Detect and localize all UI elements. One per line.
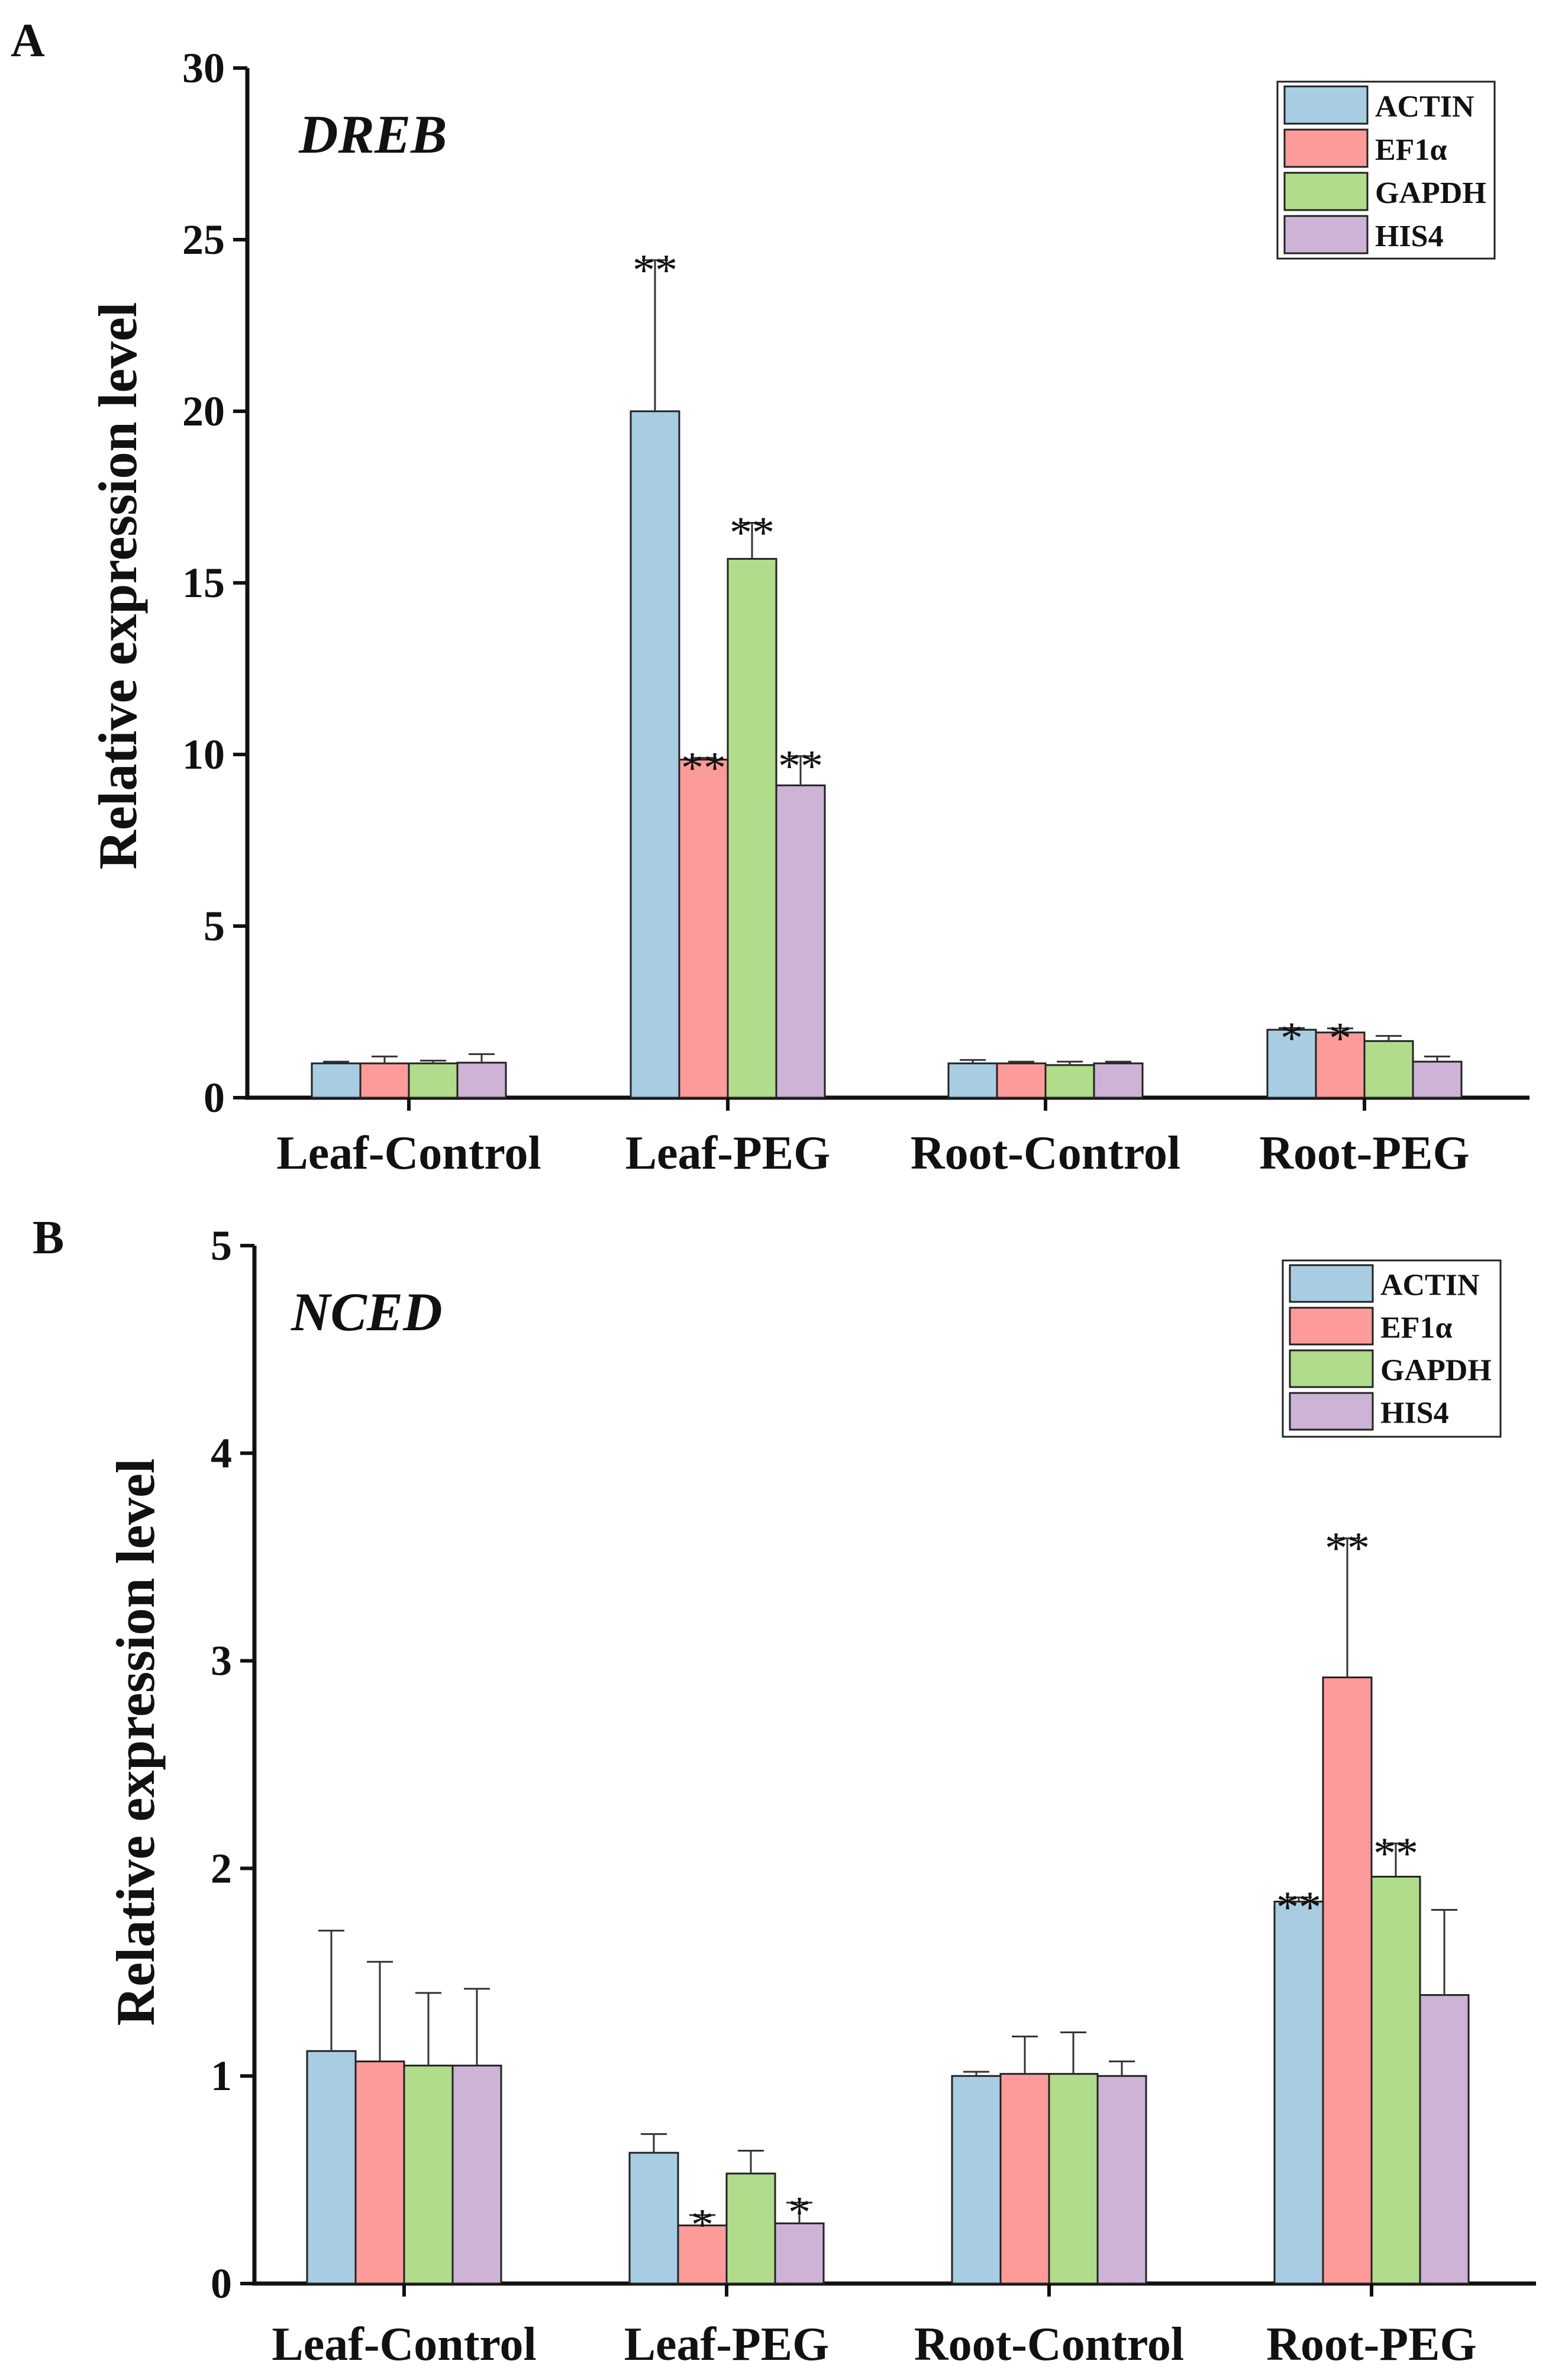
category-label: Leaf-Control — [276, 1127, 541, 1179]
bars: * ******* — [306, 1524, 1470, 2285]
bar-actin — [1273, 1901, 1324, 2285]
significance-mark: ** — [1373, 1828, 1418, 1878]
panel-letter: B — [33, 1212, 64, 1264]
panel-a: A DREB Relative expression level 0 5 10 15 2… — [11, 15, 1530, 1179]
legend-label: GAPDH — [1380, 1353, 1492, 1387]
y-tick-label: 3 — [211, 1637, 232, 1685]
legend-swatch — [1289, 1264, 1374, 1303]
bar-ef1 — [359, 1062, 410, 1099]
legend-label: HIS4 — [1375, 220, 1444, 253]
bar-his4 — [1412, 1060, 1463, 1099]
y-tick-label: 1 — [211, 2052, 232, 2100]
bar-gapdh — [403, 2065, 454, 2285]
bar-his4 — [1419, 1994, 1470, 2285]
significance-mark: * — [691, 2200, 714, 2250]
bar-actin — [630, 410, 680, 1099]
legend: ACTIN EF1α GAPDH HIS4 — [1276, 80, 1496, 260]
legend-label: ACTIN — [1380, 1268, 1480, 1302]
y-ticks: 0 1 2 3 4 5 — [211, 1222, 254, 2307]
category-label: Root-PEG — [1266, 2318, 1477, 2371]
legend-label: GAPDH — [1375, 176, 1486, 210]
significance-mark: * — [1329, 1014, 1351, 1063]
y-tick-label: 5 — [211, 1222, 232, 1269]
significance-mark: ** — [681, 743, 726, 793]
y-ticks: 0 5 10 15 20 25 30 — [182, 44, 247, 1121]
bar-actin — [947, 1062, 998, 1099]
category-label: Leaf-Control — [272, 2318, 536, 2371]
legend-swatch — [1283, 215, 1369, 254]
panel-letter: A — [11, 15, 45, 67]
significance-mark: ** — [633, 246, 677, 295]
y-tick-label: 10 — [182, 731, 225, 778]
bar-gapdh — [1370, 1875, 1421, 2285]
legend-label: HIS4 — [1380, 1396, 1449, 1430]
bar-ef1 — [999, 2073, 1050, 2285]
legend-label: EF1α — [1375, 133, 1447, 167]
bar-his4 — [451, 2065, 502, 2285]
y-tick-label: 2 — [211, 1844, 232, 1892]
y-tick-label: 0 — [204, 1074, 225, 1121]
bar-actin — [951, 2075, 1002, 2285]
y-axis-title: Relative expression level — [105, 1459, 166, 2026]
y-tick-label: 4 — [211, 1430, 232, 1477]
y-tick-label: 5 — [204, 902, 225, 950]
y-axis-title: Relative expression level — [88, 302, 148, 870]
bar-ef1 — [678, 759, 729, 1099]
significance-mark: * — [1280, 1013, 1303, 1063]
legend-swatch — [1289, 1307, 1374, 1346]
category-label: Leaf-PEG — [624, 2318, 830, 2371]
bar-gapdh — [1044, 1064, 1095, 1099]
significance-mark: ** — [778, 741, 823, 791]
legend-swatch — [1289, 1392, 1374, 1431]
significance-mark: ** — [730, 508, 775, 558]
bar-gapdh — [727, 557, 777, 1099]
category-label: Root-PEG — [1259, 1127, 1470, 1179]
bar-ef1 — [677, 2224, 728, 2285]
legend: ACTIN EF1α GAPDH HIS4 — [1282, 1259, 1502, 1438]
bar-actin — [628, 2152, 679, 2285]
bar-gapdh — [408, 1062, 459, 1099]
bar-his4 — [456, 1062, 507, 1099]
y-tick-label: 25 — [182, 216, 225, 263]
bar-his4 — [1093, 1062, 1144, 1099]
bar-ef1 — [996, 1062, 1047, 1099]
bar-actin — [311, 1062, 362, 1099]
bar-ef1 — [1322, 1676, 1373, 2285]
legend-swatch — [1283, 128, 1369, 168]
category-labels: Leaf-Control Leaf-PEG Root-Control Root-PEG — [272, 2284, 1477, 2371]
bar-his4 — [774, 2222, 825, 2285]
gene-title: DREB — [298, 104, 447, 165]
bar-his4 — [1096, 2075, 1147, 2285]
y-tick-label: 30 — [182, 44, 225, 92]
bar-his4 — [775, 784, 826, 1099]
legend-swatch — [1289, 1349, 1374, 1388]
significance-mark: * — [788, 2188, 811, 2237]
significance-mark: ** — [1325, 1524, 1370, 1573]
bars: ********* * — [311, 246, 1463, 1099]
gene-title: NCED — [291, 1282, 443, 1342]
bar-gapdh — [725, 2172, 776, 2285]
significance-mark: ** — [1276, 1883, 1321, 1933]
bar-ef1 — [354, 2060, 405, 2285]
category-labels: Leaf-Control Leaf-PEG Root-Control Root-PEG — [276, 1098, 1470, 1179]
bar-actin — [306, 2050, 357, 2285]
legend-swatch — [1283, 172, 1369, 211]
category-label: Root-Control — [914, 2318, 1184, 2371]
bar-gapdh — [1048, 2073, 1099, 2285]
bar-gapdh — [1363, 1040, 1414, 1099]
legend-label: EF1α — [1380, 1311, 1452, 1344]
y-tick-label: 20 — [182, 388, 225, 435]
legend-swatch — [1283, 85, 1369, 125]
legend-label: ACTIN — [1375, 90, 1474, 124]
y-tick-label: 15 — [182, 559, 225, 607]
category-label: Root-Control — [911, 1127, 1180, 1179]
y-tick-label: 0 — [211, 2260, 232, 2307]
category-label: Leaf-PEG — [625, 1127, 831, 1179]
panel-b: B NCED Relative expression level 012345 … — [33, 1212, 1536, 2371]
